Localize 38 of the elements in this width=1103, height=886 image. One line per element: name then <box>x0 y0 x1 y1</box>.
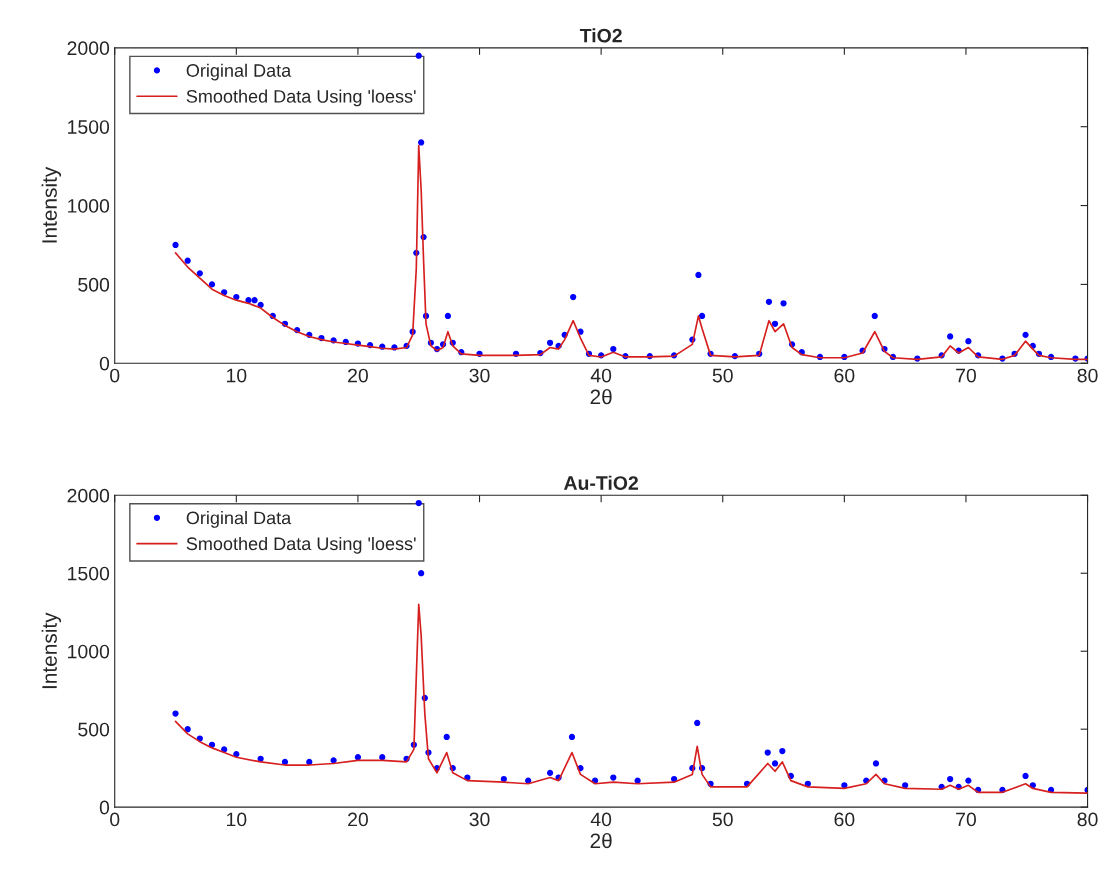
x-tick-label: 80 <box>1077 812 1098 827</box>
x-tick-label: 50 <box>712 812 733 827</box>
y-axis-title: Intensity <box>41 612 62 689</box>
x-tick-label: 20 <box>348 812 368 827</box>
legend-label: Smoothed Data Using 'loess' <box>186 536 416 554</box>
y-tick-label: 500 <box>78 722 110 737</box>
x-tick-label: 30 <box>469 368 490 383</box>
y-tick-label: 0 <box>99 800 110 815</box>
x-tick-label: 70 <box>956 368 977 383</box>
x-tick-label: 60 <box>834 812 855 827</box>
x-tick-label: 50 <box>712 368 733 383</box>
x-tick-label: 80 <box>1077 368 1098 383</box>
x-tick-label: 0 <box>110 812 120 827</box>
y-tick-label: 500 <box>78 277 110 292</box>
y-tick-label: 2000 <box>67 41 110 56</box>
x-tick-label: 40 <box>590 812 612 827</box>
x-tick-label: 10 <box>226 812 247 827</box>
y-axis-title: Intensity <box>41 166 62 243</box>
chart-title: Au-TiO2 <box>563 475 638 490</box>
x-tick-label: 0 <box>110 368 120 383</box>
x-tick-label: 60 <box>834 368 855 383</box>
x-axis-title: 2θ <box>590 832 612 849</box>
legend-label: Original Data <box>186 63 292 81</box>
y-tick-label: 2000 <box>67 488 110 503</box>
x-tick-label: 40 <box>590 368 612 383</box>
x-tick-label: 30 <box>469 812 490 827</box>
x-tick-label: 70 <box>956 812 977 827</box>
chart-title: TiO2 <box>579 28 622 43</box>
y-tick-label: 0 <box>99 356 110 371</box>
y-tick-label: 1000 <box>68 644 110 659</box>
y-tick-label: 1500 <box>68 120 110 134</box>
x-tick-label: 20 <box>348 368 368 383</box>
legend-label: Original Data <box>186 511 292 528</box>
legend-label: Smoothed Data Using 'loess' <box>186 89 416 107</box>
x-tick-label: 10 <box>226 368 247 383</box>
x-axis-title: 2θ <box>590 389 612 405</box>
y-tick-label: 1000 <box>68 199 110 213</box>
y-tick-label: 1500 <box>68 566 110 581</box>
